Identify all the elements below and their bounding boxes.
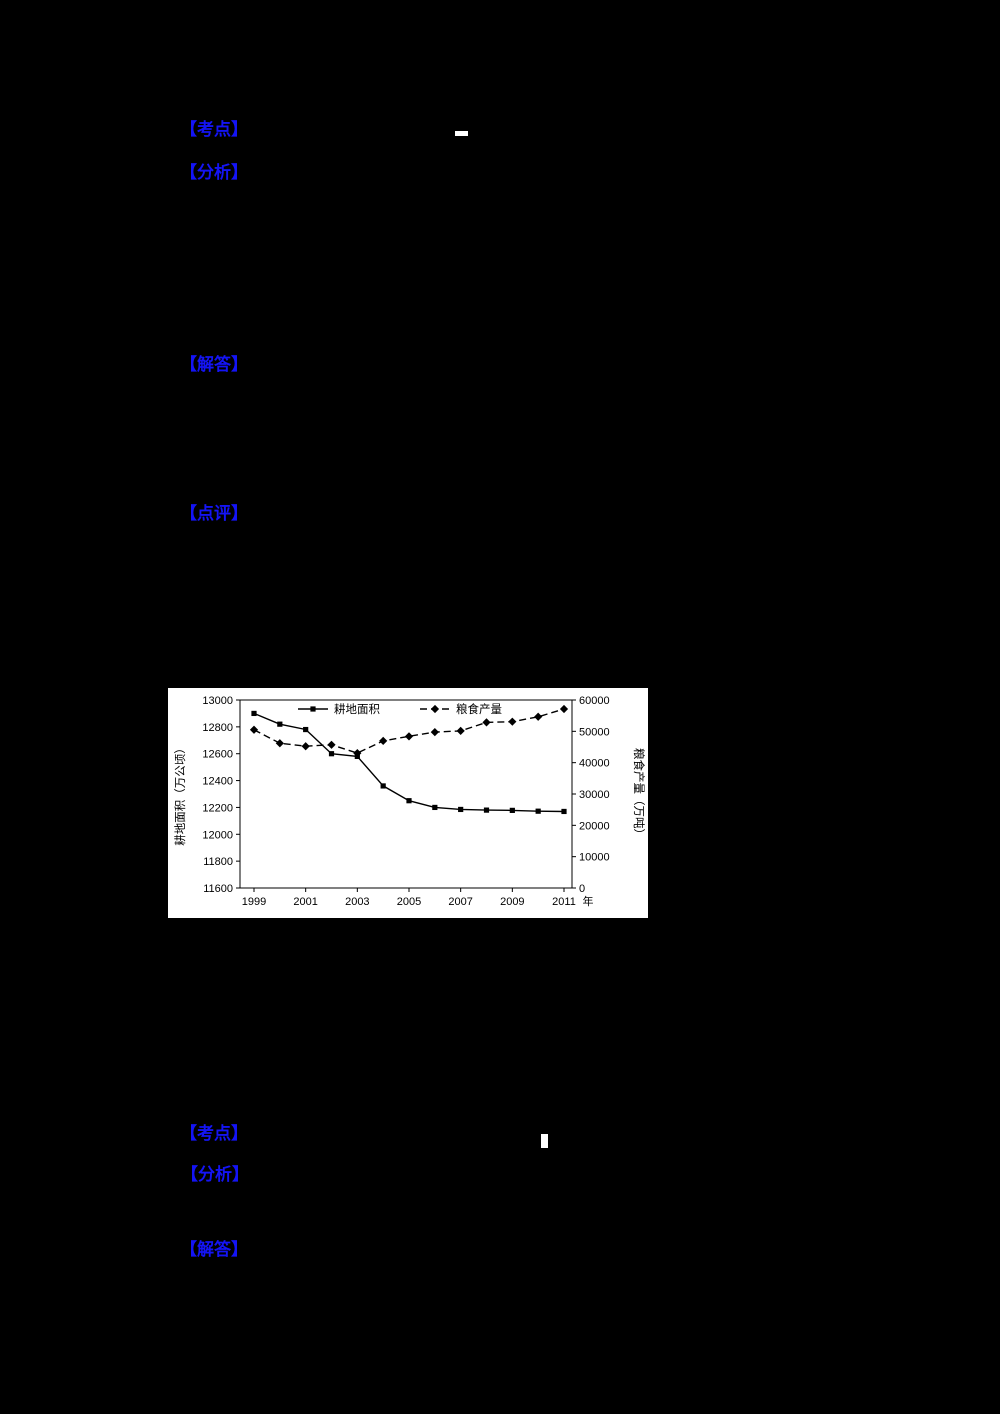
section-label-dianping-1: 【点评】	[180, 504, 248, 523]
section-label-fenxi-1: 【分析】	[180, 163, 248, 182]
svg-text:40000: 40000	[579, 758, 610, 770]
svg-text:12600: 12600	[202, 749, 233, 761]
svg-text:13000: 13000	[202, 695, 233, 707]
chart-container: 11600 11800 12000 12200 12400 12600 12800 13000…	[168, 688, 648, 918]
svg-text:20000: 20000	[579, 820, 610, 832]
svg-text:2007: 2007	[448, 896, 472, 908]
svg-text:60000: 60000	[579, 695, 610, 707]
svg-text:10000: 10000	[579, 852, 610, 864]
white-dash-mark	[455, 131, 468, 136]
svg-text:12400: 12400	[202, 776, 233, 788]
svg-text:粮食产量（万吨）: 粮食产量（万吨）	[632, 748, 646, 840]
section-label-jieda-2: 【解答】	[180, 1240, 248, 1259]
svg-text:耕地面积（万公顷）: 耕地面积（万公顷）	[173, 742, 187, 846]
svg-text:年: 年	[583, 894, 594, 908]
section-label-kaodian-1: 【考点】	[180, 120, 248, 139]
svg-text:30000: 30000	[579, 789, 610, 801]
svg-text:耕地面积: 耕地面积	[334, 702, 380, 716]
svg-text:2011: 2011	[552, 896, 576, 908]
section-label-jieda-1: 【解答】	[180, 355, 248, 374]
svg-text:12200: 12200	[202, 802, 233, 814]
svg-text:11800: 11800	[203, 856, 233, 868]
svg-text:2005: 2005	[397, 896, 421, 908]
svg-text:粮食产量: 粮食产量	[456, 702, 502, 716]
svg-text:11600: 11600	[203, 883, 233, 895]
svg-text:2009: 2009	[500, 896, 524, 908]
svg-text:2001: 2001	[293, 896, 317, 908]
svg-text:50000: 50000	[579, 726, 610, 738]
white-bar-mark	[541, 1134, 548, 1148]
dual-axis-line-chart: 11600 11800 12000 12200 12400 12600 12800 13000…	[173, 695, 646, 908]
svg-text:1999: 1999	[242, 896, 266, 908]
svg-text:12800: 12800	[202, 722, 233, 734]
svg-text:2003: 2003	[345, 896, 369, 908]
svg-text:0: 0	[579, 883, 585, 895]
section-label-kaodian-2: 【考点】	[180, 1124, 248, 1143]
svg-text:12000: 12000	[202, 829, 233, 841]
section-label-fenxi-2: 【分析】	[181, 1165, 249, 1184]
